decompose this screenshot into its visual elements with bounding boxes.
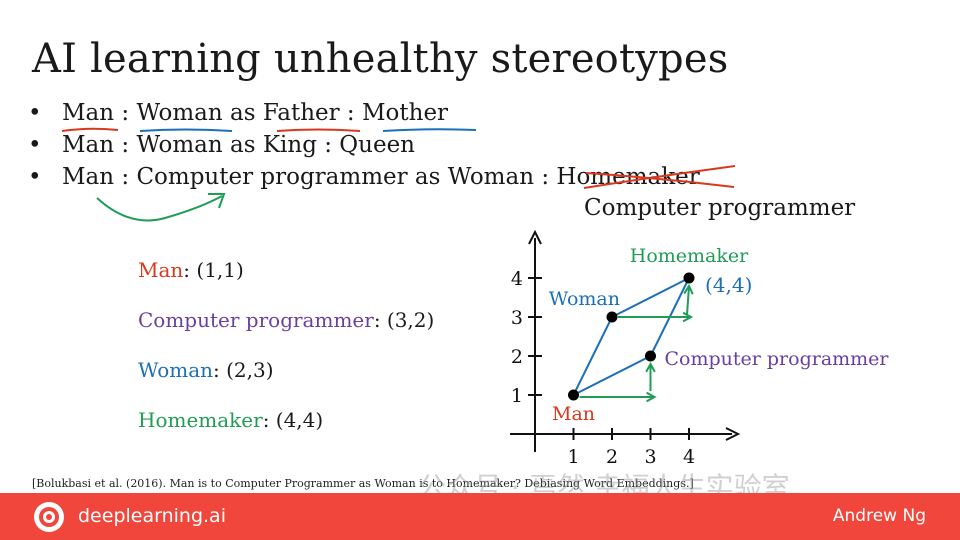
footer-bar: deeplearning.ai Andrew Ng [0,493,960,540]
point-woman [606,311,618,323]
legend-coords: : (4,4) [262,408,324,432]
legend-man: Man: (1,1) [138,258,244,282]
brand-name: deeplearning.ai [78,505,226,527]
y-tick-label: 1 [511,385,523,407]
plot-connections [572,277,694,403]
label-woman: Woman [549,288,620,310]
line-woman-homemaker [611,277,690,318]
author-name: Andrew Ng [832,506,926,526]
x-axis-arrow [725,427,741,441]
legend-coords: : (2,3) [213,358,274,382]
legend-homemaker: Homemaker: (4,4) [138,408,323,432]
legend-computer-programmer: Computer programmer: (3,2) [138,308,434,332]
plot-ticks: 1 2 3 4 1 2 3 4 [511,268,695,468]
x-tick-label: 3 [644,446,656,468]
plot-labels: Man Woman Computer programmer Homemaker (4,4… [549,245,890,425]
y-axis-arrow [528,229,542,245]
arrow-woman-right-head [682,311,694,323]
arrow-man-right-head [646,391,657,403]
citation: [Bolukbasi et al. (2016). Man is to Comp… [32,477,694,490]
bullet-dot: • [28,164,42,190]
arrow-up-homemaker-head [683,283,694,295]
deeplearning-logo-icon [34,502,64,532]
annotation-homemaker-coords: (4,4) [705,273,752,297]
legend-word: Homemaker [138,408,263,432]
x-tick-label: 1 [567,446,579,468]
point-computer-programmer [645,350,656,362]
label-computer-programmer: Computer programmer [665,348,890,370]
legend-word: Man [138,258,184,282]
legend-word: Woman [138,358,214,382]
bullet-dot: • [28,100,42,126]
legend-woman: Woman: (2,3) [138,358,274,382]
y-tick-label: 4 [511,268,523,290]
plot-points [568,272,695,401]
point-homemaker [683,272,695,284]
y-tick-label: 3 [511,307,523,329]
line-man-programmer [573,355,651,396]
x-tick-label: 4 [683,446,695,468]
answer-text: Computer programmer [584,195,856,221]
point-man [568,389,579,401]
bullet-text: Man : Woman as Father : Mother [62,100,449,126]
x-tick-label: 2 [606,446,618,468]
label-man: Man [552,403,595,425]
legend-word: Computer programmer [138,308,374,332]
bullet-text: Man : Woman as King : Queen [62,132,415,158]
legend-coords: : (1,1) [183,258,244,282]
legend-coords: : (3,2) [373,308,435,332]
bullet-dot: • [28,132,42,158]
y-tick-label: 2 [511,346,523,368]
plot-axes [510,229,741,452]
line-man-woman [572,316,613,396]
slide-title: AI learning unhealthy stereotypes [32,36,729,82]
arrow-up-programmer-head [645,361,656,373]
label-homemaker: Homemaker [630,245,749,267]
arrow-up-homemaker [686,285,690,316]
